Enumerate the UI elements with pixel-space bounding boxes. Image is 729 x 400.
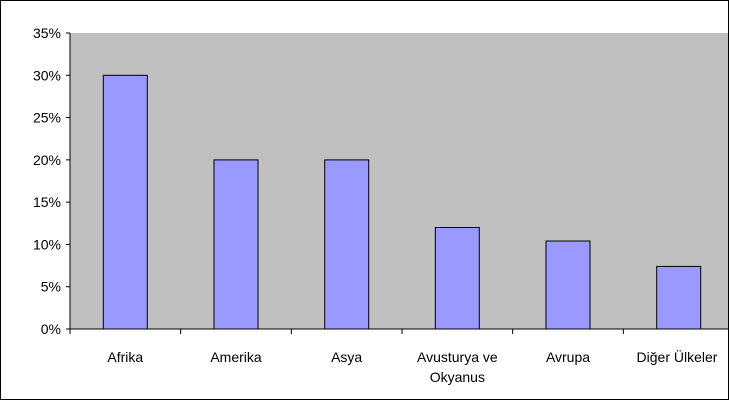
y-tick-label: 5% bbox=[41, 279, 61, 295]
x-category-label: Asya bbox=[331, 349, 362, 365]
x-category-label: Amerika bbox=[210, 349, 262, 365]
plot-area bbox=[70, 33, 728, 329]
bar-3 bbox=[434, 227, 480, 330]
y-tick-label: 25% bbox=[33, 110, 61, 126]
x-category-label: Avusturya ve Okyanus bbox=[417, 349, 498, 385]
y-tick-label: 30% bbox=[33, 67, 61, 83]
x-ticks-group: Afrika Amerika Asya Avusturya ve Okyanus Avru… bbox=[69, 329, 718, 385]
bar-0 bbox=[102, 74, 148, 330]
y-tick-label: 10% bbox=[33, 236, 61, 252]
x-category-label: Avrupa bbox=[546, 349, 590, 365]
bar-1 bbox=[213, 159, 259, 330]
bar-4 bbox=[545, 240, 591, 330]
x-category-label: Diğer Ülkeler bbox=[637, 348, 718, 365]
bar-2 bbox=[324, 159, 370, 330]
bars-group bbox=[102, 74, 702, 330]
y-tick-label: 20% bbox=[33, 152, 61, 168]
y-tick-label: 35% bbox=[33, 25, 61, 41]
bar-5 bbox=[656, 265, 702, 330]
y-ticks-group: 0% 5% 10% 15% 20% 25% 30% 35% bbox=[33, 25, 70, 337]
y-tick-label: 0% bbox=[41, 321, 61, 337]
y-tick-label: 15% bbox=[33, 194, 61, 210]
x-category-label: Afrika bbox=[107, 349, 143, 365]
